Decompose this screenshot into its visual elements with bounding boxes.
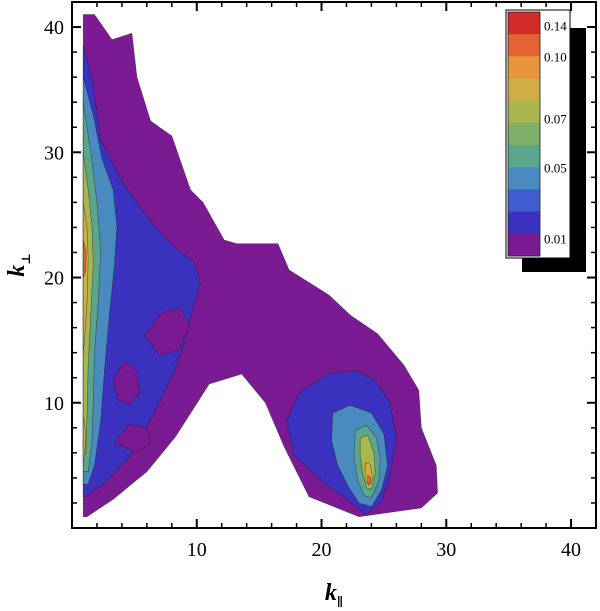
colorbar-swatch <box>508 78 540 102</box>
colorbar-swatch <box>508 189 540 213</box>
axis-ticks <box>72 2 596 528</box>
colorbar-label: 0.14 <box>544 18 567 33</box>
contour-region-10 <box>82 415 87 463</box>
colorbar-swatch <box>508 34 540 57</box>
contour-region-9 <box>82 202 89 353</box>
y-tick-label: 10 <box>44 393 64 415</box>
tick-labels: 10 20 30 40 10 20 30 40 <box>44 17 581 561</box>
x-tick-label: 30 <box>436 539 456 561</box>
y-tick-label: 30 <box>44 142 64 164</box>
x-axis-title: k∥ <box>325 580 343 609</box>
colorbar-border <box>507 11 541 257</box>
colorbar-swatch <box>508 233 540 257</box>
x-tick-label: 10 <box>187 539 207 561</box>
contour-region-12 <box>82 239 87 278</box>
contour-region-14 <box>112 360 140 406</box>
colorbar-label: 0.01 <box>544 231 567 246</box>
contour-region-13 <box>367 474 372 485</box>
y-tick-label: 20 <box>44 268 64 290</box>
colorbar-swatch <box>508 145 540 168</box>
colorbar-swatch <box>508 122 540 146</box>
y-tick-label: 40 <box>44 17 64 39</box>
contour-region-15 <box>144 307 190 356</box>
x-tick-label: 20 <box>312 539 332 561</box>
colorbar-swatch <box>508 211 540 235</box>
contour-regions <box>82 14 438 518</box>
colorbar-legend: 0.14 0.10 0.07 0.05 0.01 <box>505 9 586 272</box>
contour-region-16 <box>113 423 151 454</box>
colorbar-swatch <box>508 56 540 79</box>
contour-region-1 <box>82 45 201 497</box>
colorbar-label: 0.10 <box>544 49 567 64</box>
colorbar-swatch <box>508 167 540 190</box>
y-axis-title: k⊥ <box>4 253 33 277</box>
colorbar-label: 0.07 <box>544 111 567 126</box>
plot-frame <box>71 1 597 529</box>
colorbar-label: 0.05 <box>544 160 567 175</box>
colorbar-swatch <box>508 100 540 124</box>
colorbar-swatch <box>508 12 540 35</box>
x-tick-label: 40 <box>561 539 581 561</box>
